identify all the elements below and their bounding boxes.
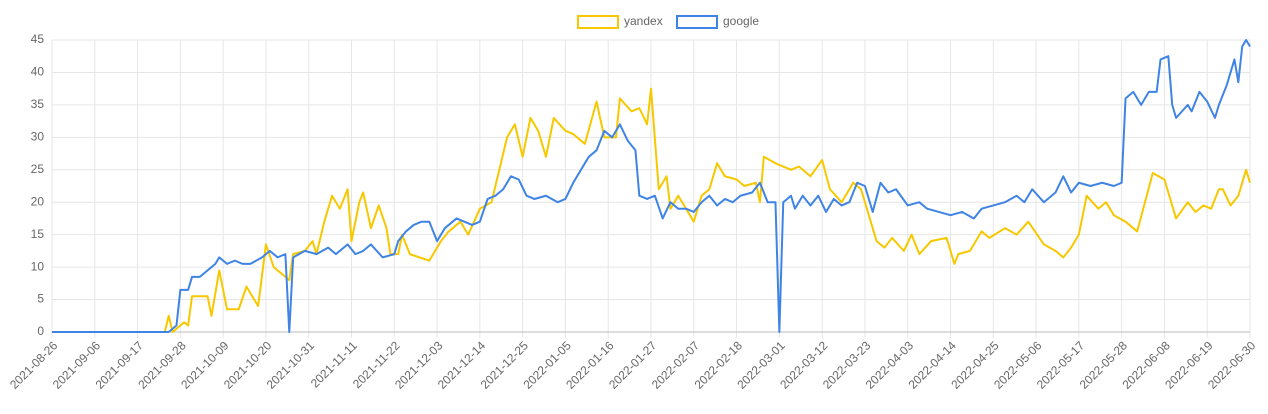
line-series: [52, 87, 1251, 333]
y-tick-label: 25: [31, 162, 45, 176]
y-tick-label: 5: [37, 292, 44, 306]
y-tick-label: 30: [31, 130, 45, 144]
legend: yandex google: [577, 14, 759, 29]
y-tick-label: 20: [31, 194, 45, 208]
y-tick-label: 0: [37, 324, 44, 338]
y-tick-label: 45: [31, 32, 45, 46]
legend-swatch: [577, 15, 619, 29]
legend-label: google: [723, 14, 759, 28]
y-tick-label: 35: [31, 97, 45, 111]
legend-label: yandex: [624, 14, 663, 28]
y-tick-label: 15: [31, 227, 45, 241]
y-tick-label: 10: [31, 259, 45, 273]
y-tick-label: 40: [31, 65, 45, 79]
legend-swatch: [676, 15, 718, 29]
line-series: [52, 39, 1251, 333]
